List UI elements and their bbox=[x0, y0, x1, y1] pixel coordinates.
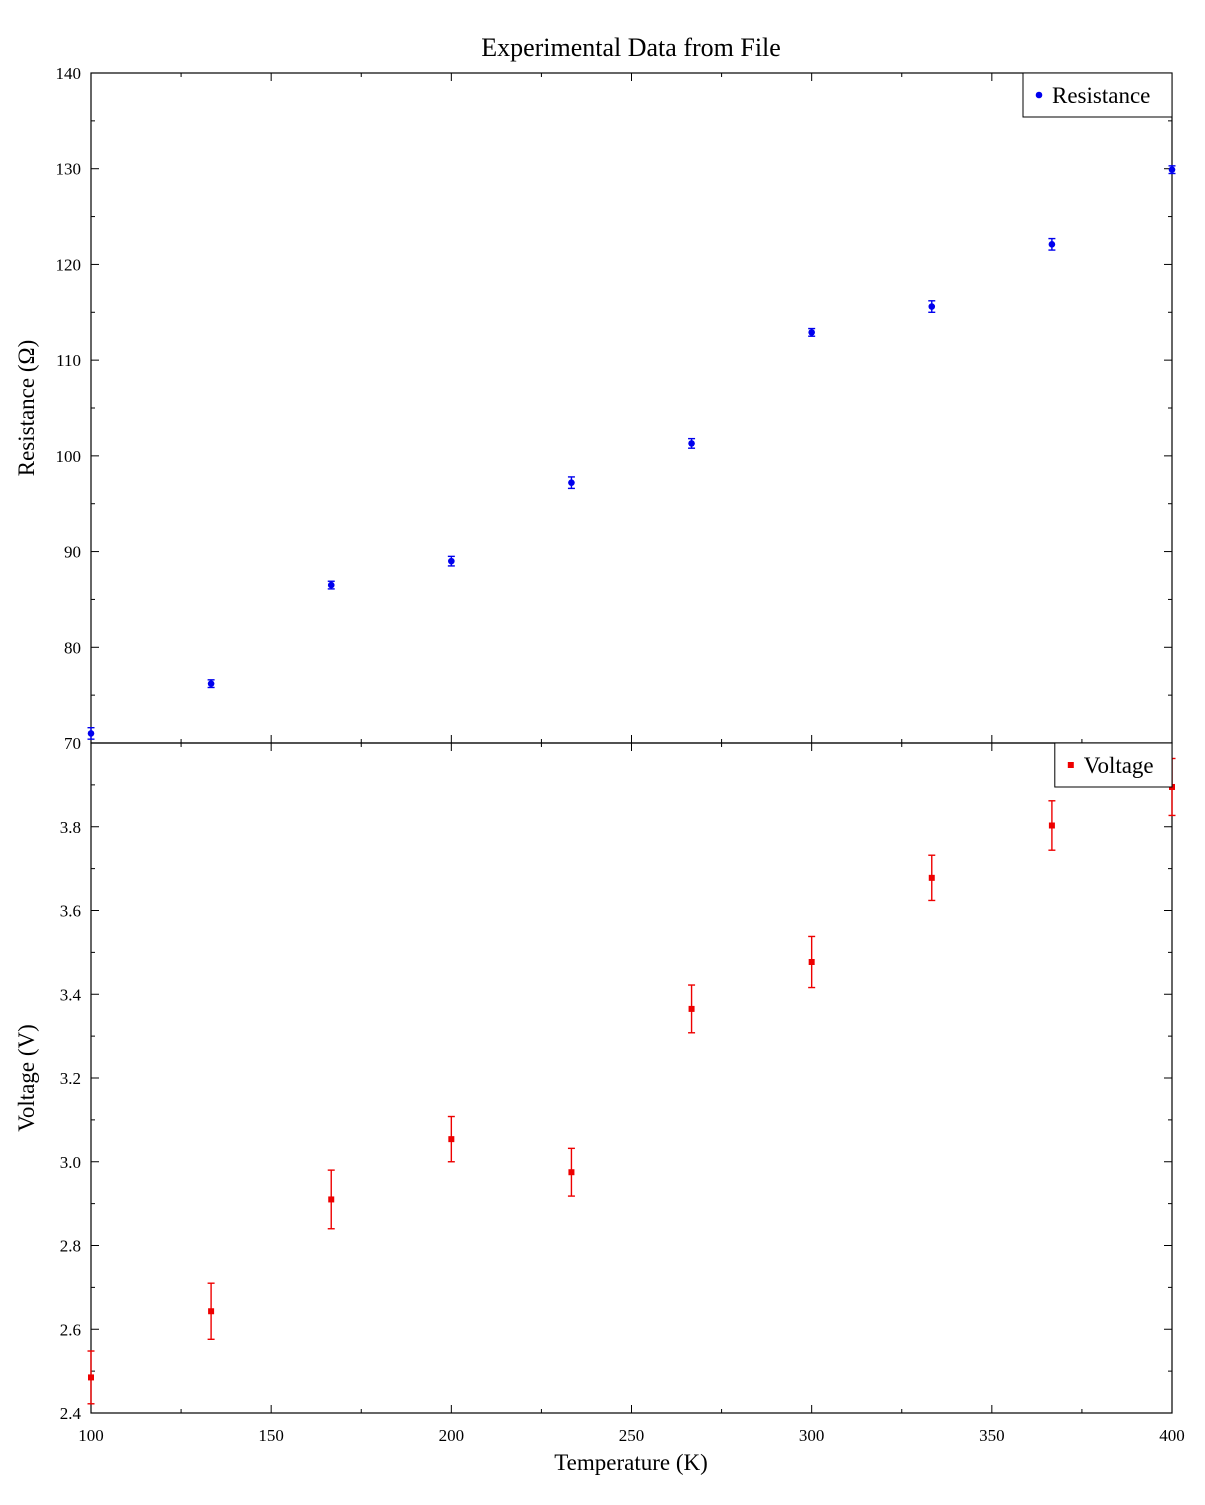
legend-label: Voltage bbox=[1084, 753, 1154, 778]
y-tick-label: 80 bbox=[64, 638, 81, 657]
legend-box bbox=[1054, 742, 1173, 788]
y-tick-label: 140 bbox=[56, 64, 82, 83]
data-point bbox=[568, 479, 575, 486]
x-tick-label: 400 bbox=[1159, 1426, 1185, 1445]
y-tick-label: 3.4 bbox=[60, 985, 82, 1004]
y-tick-label: 3.0 bbox=[60, 1153, 81, 1172]
y-tick-label: 70 bbox=[64, 734, 81, 753]
x-tick-label: 200 bbox=[439, 1426, 465, 1445]
data-point bbox=[568, 1169, 575, 1176]
legend-box bbox=[1022, 72, 1173, 118]
legend-marker bbox=[1035, 91, 1043, 99]
data-point bbox=[928, 303, 936, 310]
y-tick-label: 2.8 bbox=[60, 1237, 81, 1256]
panel-2: 2.4 2.6 2.8 3.0 3.2 3.4 3.6 3.8 100 150 200 250 300 3… bbox=[14, 742, 1185, 1445]
y-tick-label: 3.2 bbox=[60, 1069, 81, 1088]
y-tick-label: 3.8 bbox=[60, 818, 81, 837]
series-voltage bbox=[87, 757, 1176, 1405]
y-tick-label: 90 bbox=[64, 543, 81, 562]
x-tick-label: 100 bbox=[78, 1426, 104, 1445]
y-tick-label: 2.6 bbox=[60, 1320, 81, 1339]
y-axis-title: Resistance (Ω) bbox=[14, 340, 39, 477]
legend: Voltage bbox=[1054, 742, 1173, 788]
data-point bbox=[1048, 241, 1056, 248]
data-point bbox=[328, 1196, 335, 1203]
legend-marker bbox=[1067, 762, 1074, 768]
data-point bbox=[1048, 822, 1055, 829]
y-tick-label: 100 bbox=[56, 447, 82, 466]
chart-title: Experimental Data from File bbox=[481, 33, 781, 62]
x-tick-label: 350 bbox=[979, 1426, 1005, 1445]
chart-panels: 70 80 90 100 110 120 130 140 Resistance (Ω) Resis… bbox=[14, 64, 1185, 1445]
data-point bbox=[208, 1308, 215, 1315]
data-point bbox=[327, 581, 335, 589]
series-resistance bbox=[87, 165, 1176, 740]
data-point bbox=[207, 680, 215, 687]
data-point bbox=[808, 959, 815, 966]
y-tick-label: 130 bbox=[56, 160, 82, 179]
panel-1: 70 80 90 100 110 120 130 140 Resistance (Ω) Resis… bbox=[14, 64, 1176, 753]
data-point bbox=[87, 730, 95, 737]
legend: Resistance bbox=[1022, 72, 1173, 118]
data-point bbox=[688, 1005, 695, 1012]
x-axis-title: Temperature (K) bbox=[554, 1450, 708, 1475]
y-tick-label: 3.6 bbox=[60, 902, 81, 921]
x-tick-label: 300 bbox=[799, 1426, 825, 1445]
y-axis-title: Voltage (V) bbox=[14, 1024, 39, 1132]
y-tick-label: 110 bbox=[56, 351, 81, 370]
x-tick-label: 250 bbox=[619, 1426, 645, 1445]
data-point bbox=[448, 1136, 455, 1143]
y-tick-label: 2.4 bbox=[60, 1404, 82, 1423]
data-point bbox=[448, 557, 455, 565]
legend-label: Resistance bbox=[1052, 83, 1150, 108]
y-tick-label: 120 bbox=[56, 255, 82, 274]
data-point bbox=[688, 440, 695, 447]
data-point bbox=[88, 1374, 94, 1381]
data-point bbox=[808, 329, 815, 336]
x-tick-label: 150 bbox=[258, 1426, 284, 1445]
data-point bbox=[928, 874, 935, 881]
data-point bbox=[1168, 166, 1176, 173]
